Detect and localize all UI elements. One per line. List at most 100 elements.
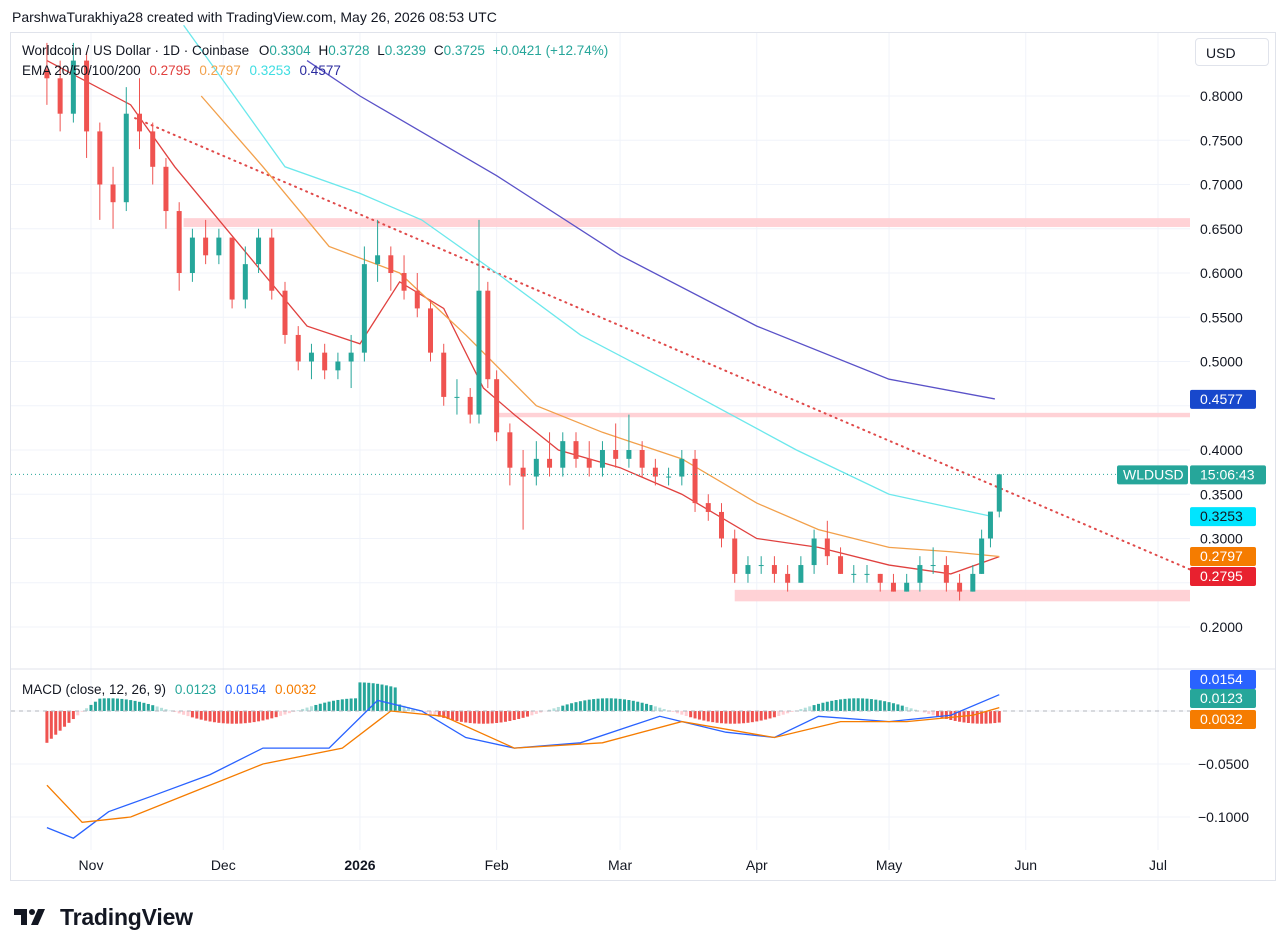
macd-histogram-bar: [931, 711, 935, 716]
macd-histogram-bar: [138, 701, 141, 711]
candle-body: [150, 131, 156, 167]
macd-histogram-bar: [953, 711, 957, 721]
macd-label[interactable]: MACD (close, 12, 26, 9): [22, 682, 167, 697]
macd-histogram-bar: [340, 699, 344, 711]
candle-body: [428, 308, 433, 353]
macd-histogram-bar: [966, 711, 970, 723]
chart-attribution: ParshwaTurakhiya28 created with TradingV…: [12, 9, 497, 25]
macd-histogram-bar: [98, 698, 102, 711]
macd-histogram-bar: [552, 708, 556, 711]
low-label: L: [377, 43, 385, 58]
candle-body: [957, 582, 963, 592]
macd-histogram-bar: [226, 711, 230, 724]
macd-histogram-bar: [865, 698, 869, 711]
macd-histogram-bar: [548, 709, 552, 711]
macd-histogram-bar: [155, 706, 159, 711]
macd-histogram-bar: [909, 708, 913, 711]
candle-body: [137, 113, 142, 132]
candle-body: [987, 511, 993, 539]
candle-body: [123, 113, 129, 203]
macd-histogram-bar: [834, 700, 838, 711]
macd-histogram-bar: [406, 707, 410, 711]
ema100-line: [183, 24, 991, 517]
macd-histogram-bar: [398, 704, 402, 711]
macd-histogram-bar: [997, 711, 1001, 723]
macd-histogram-bar: [142, 702, 146, 711]
macd-histogram-bar: [847, 698, 851, 711]
macd-histogram-bar: [433, 711, 437, 716]
macd-histogram-bar: [468, 711, 472, 724]
time-axis-tick: Nov: [79, 857, 104, 873]
time-axis-tick: Dec: [211, 857, 236, 873]
macd-histogram-bar: [649, 705, 653, 711]
macd-histogram-bar: [459, 711, 463, 722]
macd-histogram-bar: [164, 709, 168, 711]
candle-body: [533, 458, 539, 477]
macd-histogram-bar: [327, 701, 331, 711]
macd-tag-text: 0.0154: [1200, 671, 1243, 687]
price-tag: [1190, 547, 1256, 566]
candle-body: [560, 441, 566, 468]
symbol-label[interactable]: Worldcoin / US Dollar · 1D · Coinbase: [22, 43, 250, 58]
candle-body: [599, 450, 605, 468]
price-tag: [1190, 567, 1256, 586]
macd-histogram-bar: [750, 711, 754, 723]
macd-histogram-bar: [539, 711, 543, 713]
macd-histogram-bar: [345, 698, 349, 711]
macd-histogram-bar: [653, 706, 657, 711]
macd-histogram-bar: [517, 711, 521, 719]
macd-histogram-bar: [384, 685, 388, 711]
macd-histogram-bar: [402, 705, 406, 711]
candle-body: [745, 565, 751, 574]
macd-histogram-bar: [45, 711, 49, 743]
candle-body: [216, 237, 222, 256]
macd-histogram-bar: [212, 711, 216, 723]
macd-histogram-bar: [592, 699, 596, 711]
macd-histogram-bar: [693, 711, 697, 719]
macd-tag-text: 0.0123: [1200, 690, 1243, 706]
macd-histogram-bar: [689, 711, 693, 718]
currency-button[interactable]: USD: [1195, 38, 1269, 66]
macd-histogram-bar: [715, 711, 719, 723]
candle-body: [785, 573, 791, 583]
macd-histogram-bar: [221, 711, 225, 724]
macd-histogram-bar: [318, 703, 322, 711]
macd-histogram-bar: [530, 711, 534, 716]
tradingview-logo[interactable]: TradingView: [14, 902, 193, 932]
candle-body: [652, 467, 658, 477]
macd-histogram-bar: [618, 698, 622, 711]
price-tag: [1190, 507, 1256, 527]
candle-body: [626, 450, 632, 459]
macd-histogram-bar: [133, 700, 137, 711]
candle-body: [414, 290, 420, 309]
macd-histogram-bar: [512, 711, 516, 721]
macd-histogram-bar: [631, 700, 635, 711]
candle-body: [838, 556, 844, 574]
ema100-value: 0.3253: [249, 63, 291, 78]
macd-histogram-bar: [451, 711, 455, 721]
macd-histogram-bar: [900, 705, 904, 711]
macd-histogram-bar: [129, 700, 133, 711]
macd-histogram-bar: [309, 706, 313, 711]
macd-histogram-bar: [565, 704, 569, 711]
candle-body: [361, 264, 367, 353]
macd-histogram-bar: [58, 711, 62, 731]
chart-frame[interactable]: [10, 32, 1276, 881]
macd-histogram-bar: [67, 711, 71, 723]
macd-histogram-bar: [896, 704, 900, 711]
macd-histogram-bar: [746, 711, 750, 723]
candle-body: [719, 511, 724, 539]
macd-histogram-bar: [283, 711, 287, 715]
macd-histogram-bar: [358, 682, 362, 711]
candle-body: [401, 273, 407, 291]
macd-histogram-bar: [305, 707, 309, 711]
macd-histogram-bar: [905, 706, 909, 711]
macd-histogram-bar: [755, 711, 759, 722]
candle-body: [877, 573, 883, 583]
macd-tag: [1190, 670, 1256, 689]
ema-label[interactable]: EMA 20/50/100/200: [22, 63, 141, 78]
macd-histogram-bar: [243, 711, 247, 724]
price-axis-tick: 0.5500: [1200, 309, 1243, 325]
macd-histogram-bar: [578, 701, 582, 711]
